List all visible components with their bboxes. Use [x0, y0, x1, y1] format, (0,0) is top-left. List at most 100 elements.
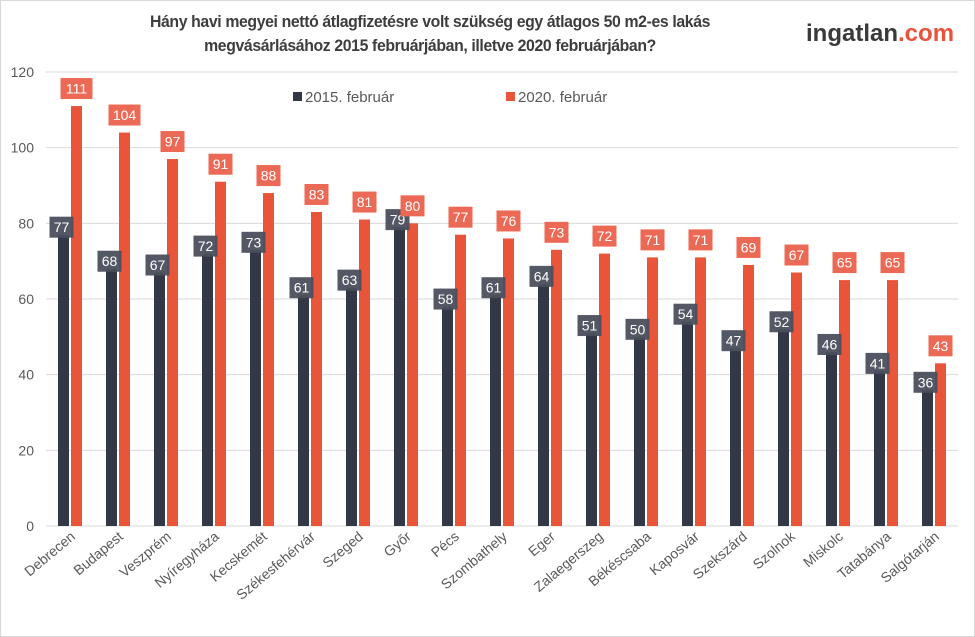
bar-2020: [455, 234, 466, 526]
bar-2015: [250, 249, 261, 527]
data-label-bg-2015: [769, 311, 794, 333]
data-label-bg-2015: [193, 235, 218, 257]
data-label-bg-2015: [481, 277, 506, 299]
data-label-bg-2020: [448, 206, 473, 228]
ingatlan-logo: ingatlan.com: [806, 20, 954, 48]
bar-2015: [874, 370, 885, 526]
data-label-bg-2020: [592, 225, 617, 247]
data-label-bg-2015: [49, 216, 74, 238]
bar-2020: [839, 280, 850, 526]
data-label-bg-2020: [496, 210, 521, 232]
data-label-bg-2015: [913, 371, 938, 393]
bar-2015: [154, 272, 165, 526]
legend-swatch-2015: [293, 92, 302, 101]
data-label-bg-2015: [433, 288, 458, 310]
bar-2020: [263, 193, 274, 527]
data-label-2020: 65: [885, 255, 901, 271]
logo-text-main: ingatlan: [806, 20, 899, 47]
data-label-bg-2020: [928, 335, 953, 357]
bar-2020: [407, 223, 418, 527]
x-category-label: Szolnok: [749, 527, 798, 572]
data-label-2020: 80: [405, 198, 421, 214]
data-label-bg-2020: [880, 252, 905, 274]
data-label-2015: 61: [294, 280, 310, 296]
data-label-2020: 88: [261, 168, 277, 184]
data-label-2015: 46: [822, 336, 838, 352]
data-label-2015: 64: [534, 268, 550, 284]
x-category-label: Szeged: [319, 528, 366, 571]
data-label-bg-2020: [304, 183, 329, 205]
data-label-2015: 63: [342, 272, 358, 288]
bar-2015: [826, 351, 837, 526]
legend-label-2015: 2015. február: [305, 89, 394, 106]
data-label-2015: 77: [54, 219, 70, 235]
bar-2015: [586, 333, 597, 526]
data-label-2015: 41: [870, 355, 886, 371]
data-label-bg-2015: [817, 333, 842, 355]
y-tick-label: 120: [11, 64, 35, 80]
bar-2020: [791, 272, 802, 526]
bar-2015: [682, 321, 693, 526]
data-label-bg-2020: [640, 229, 665, 251]
bar-2015: [730, 348, 741, 526]
chart-title-line-2: megvásárlásához 2015 februárjában, illet…: [204, 36, 656, 55]
data-labels: 7711168104679772917388618363817980587761…: [49, 78, 953, 393]
bar-2015: [106, 268, 117, 526]
data-label-bg-2015: [529, 265, 554, 287]
data-label-bg-2015: [673, 303, 698, 325]
bar-2020: [887, 280, 898, 526]
data-label-bg-2020: [832, 252, 857, 274]
data-label-2020: 43: [933, 338, 949, 354]
y-tick-label: 100: [11, 140, 35, 156]
bar-2020: [551, 249, 562, 527]
bar-2015: [298, 295, 309, 526]
x-category-label: Pécs: [428, 528, 462, 560]
data-label-bg-2020: [208, 153, 233, 175]
data-label-bg-2015: [577, 315, 602, 337]
data-label-bg-2020: [544, 221, 569, 243]
data-label-bg-2020: [784, 244, 809, 266]
data-label-2015: 50: [630, 321, 646, 337]
bar-2015: [202, 253, 213, 526]
bar-2015: [394, 227, 405, 526]
bar-2020: [647, 257, 658, 526]
y-tick-label: 60: [18, 291, 34, 307]
bar-2020: [71, 106, 82, 527]
chart-title-line-1: Hány havi megyei nettó átlagfizetésre vo…: [149, 12, 711, 31]
data-label-2020: 71: [645, 232, 661, 248]
data-label-2020: 65: [837, 255, 853, 271]
data-label-bg-2015: [337, 269, 362, 291]
bar-2020: [503, 238, 514, 526]
data-label-bg-2015: [289, 277, 314, 299]
bar-2020: [935, 363, 946, 526]
bar-2015: [778, 329, 789, 526]
data-label-bg-2015: [241, 231, 266, 253]
data-label-bg-2020: [60, 78, 93, 100]
bar-2020: [599, 253, 610, 526]
data-label-bg-2020: [256, 165, 281, 187]
y-tick-label: 0: [26, 518, 34, 534]
data-label-2015: 47: [726, 333, 742, 349]
data-label-bg-2020: [108, 104, 141, 126]
data-label-2020: 83: [309, 186, 325, 202]
data-label-bg-2020: [160, 131, 185, 153]
bar-2015: [538, 283, 549, 526]
logo-text-domain: .com: [898, 20, 955, 47]
bar-2020: [215, 181, 226, 526]
data-label-2015: 36: [918, 374, 934, 390]
data-label-2015: 51: [582, 318, 598, 334]
bar-2020: [119, 132, 130, 527]
y-tick-label: 80: [18, 215, 34, 231]
x-category-label: Miskolc: [800, 528, 846, 570]
legend-label-2020: 2020. február: [518, 89, 607, 106]
x-axis: DebrecenBudapestVeszprémNyíregyházaKecsk…: [21, 527, 942, 602]
x-category-label: Debrecen: [21, 528, 78, 579]
data-label-bg-2020: [736, 236, 761, 258]
data-label-bg-2015: [625, 318, 650, 340]
data-label-bg-2020: [400, 195, 425, 217]
data-label-bg-2015: [865, 352, 890, 374]
data-label-2015: 54: [678, 306, 694, 322]
data-label-bg-2015: [97, 250, 122, 272]
data-label-2015: 61: [486, 280, 502, 296]
